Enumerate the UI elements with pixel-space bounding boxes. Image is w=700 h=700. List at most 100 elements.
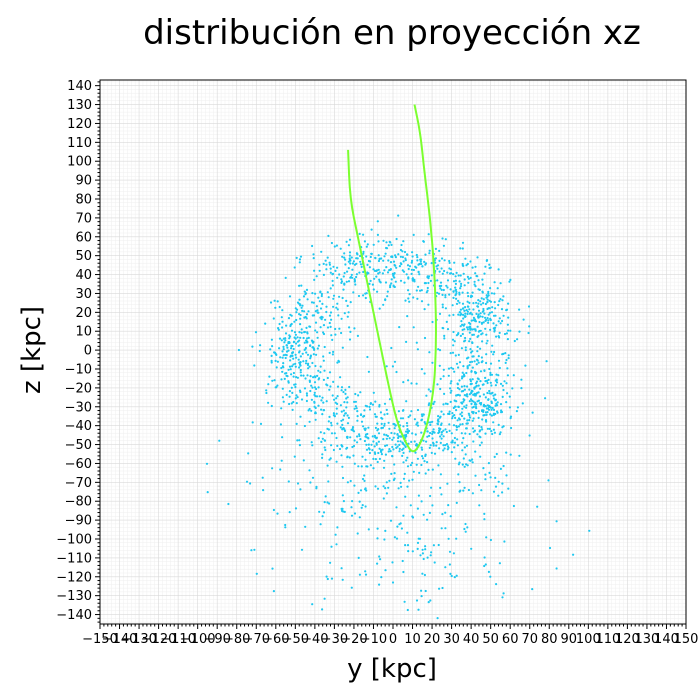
data-point: [317, 369, 320, 372]
data-point: [385, 266, 388, 269]
data-point: [373, 413, 377, 416]
data-point: [458, 291, 461, 294]
data-point: [459, 325, 462, 328]
data-point: [330, 577, 334, 580]
data-point: [409, 414, 412, 417]
data-point: [406, 485, 409, 488]
data-point: [427, 233, 430, 236]
data-point: [555, 520, 558, 523]
data-point: [356, 419, 359, 422]
data-point: [293, 331, 297, 334]
x-tick-label: 50: [482, 632, 499, 647]
data-point: [418, 471, 421, 474]
data-point: [364, 573, 368, 576]
data-point: [411, 432, 414, 435]
data-point: [316, 374, 319, 377]
data-point: [545, 360, 548, 363]
data-point: [393, 463, 396, 466]
data-point: [313, 386, 317, 389]
data-point: [364, 570, 367, 573]
data-point: [468, 308, 471, 311]
data-point: [304, 293, 307, 296]
data-point: [466, 419, 469, 422]
data-point: [463, 284, 466, 287]
data-point: [346, 401, 349, 404]
data-point: [322, 332, 326, 336]
data-point: [465, 264, 468, 267]
data-point: [442, 449, 445, 452]
data-point: [516, 406, 520, 409]
data-point: [411, 259, 414, 262]
data-point: [285, 372, 288, 375]
data-point: [301, 304, 304, 307]
data-point: [392, 448, 395, 451]
data-point: [482, 309, 485, 312]
data-point: [313, 269, 316, 272]
data-point: [446, 286, 449, 289]
data-point: [265, 391, 268, 395]
data-point: [284, 356, 287, 360]
data-point: [391, 272, 394, 275]
data-point: [322, 262, 325, 265]
data-point: [413, 418, 416, 421]
data-point: [270, 338, 273, 341]
data-point: [276, 360, 279, 363]
data-point: [330, 421, 333, 424]
data-point: [324, 318, 327, 321]
data-point: [503, 332, 507, 336]
data-point: [412, 268, 415, 272]
data-point: [340, 280, 344, 283]
data-point: [419, 260, 422, 263]
data-point: [342, 418, 345, 421]
data-point: [323, 432, 326, 435]
data-point: [491, 306, 494, 309]
data-point: [420, 289, 423, 292]
data-point: [463, 486, 466, 489]
data-point: [327, 234, 330, 237]
data-point: [382, 239, 385, 242]
data-point: [448, 563, 451, 566]
y-tick-label: 80: [75, 193, 92, 208]
data-point: [442, 368, 445, 371]
data-point: [377, 432, 381, 435]
data-point: [473, 360, 476, 363]
data-point: [398, 447, 401, 450]
data-point: [485, 259, 489, 262]
data-point: [420, 258, 423, 261]
data-point: [431, 430, 434, 433]
data-point: [388, 398, 392, 401]
data-point: [336, 422, 339, 425]
data-point: [383, 424, 386, 427]
data-point: [493, 350, 496, 354]
data-point: [331, 338, 334, 341]
data-point: [453, 370, 456, 373]
data-point: [445, 443, 449, 446]
data-point: [484, 563, 487, 566]
data-point: [497, 494, 500, 497]
data-point: [410, 382, 413, 385]
data-point: [303, 387, 307, 390]
data-point: [461, 441, 464, 444]
x-tick-label: 30: [443, 632, 460, 647]
data-point: [377, 259, 381, 263]
data-point: [484, 380, 487, 383]
data-point: [314, 329, 317, 332]
data-point: [464, 336, 467, 340]
data-point: [408, 265, 412, 268]
data-point: [479, 312, 482, 315]
data-point: [472, 333, 475, 336]
data-point: [286, 375, 289, 378]
data-point: [452, 290, 455, 293]
data-point: [362, 233, 365, 236]
data-point: [436, 419, 439, 422]
data-point: [295, 356, 298, 359]
data-point: [310, 441, 313, 444]
data-point: [475, 411, 478, 415]
data-point: [372, 288, 375, 291]
data-point: [492, 408, 496, 411]
data-point: [451, 415, 454, 418]
data-point: [484, 432, 487, 435]
data-point: [507, 302, 510, 305]
data-point: [351, 500, 354, 503]
data-point: [447, 412, 451, 415]
